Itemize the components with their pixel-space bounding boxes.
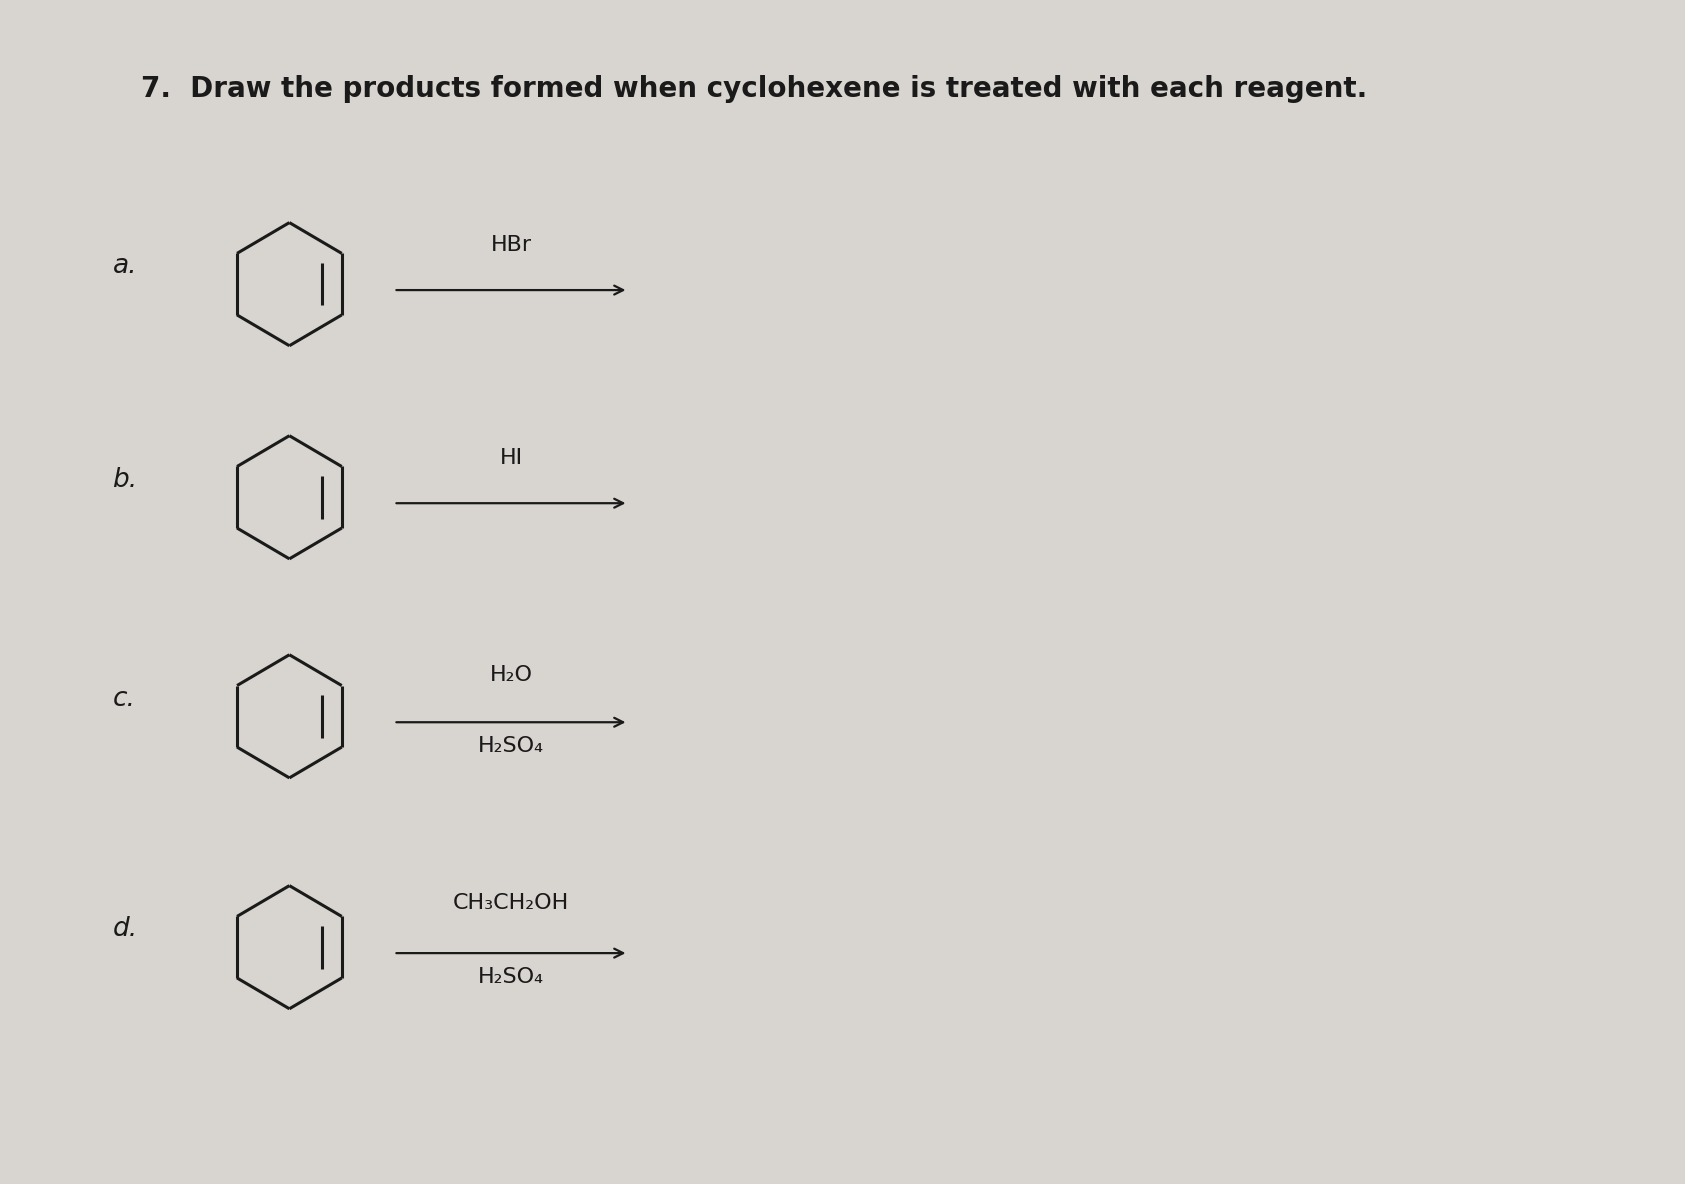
Text: d.: d.: [113, 916, 138, 942]
Text: HBr: HBr: [490, 236, 531, 255]
Text: CH₃CH₂OH: CH₃CH₂OH: [453, 894, 570, 913]
Text: H₂SO₄: H₂SO₄: [479, 967, 544, 986]
Text: c.: c.: [113, 686, 135, 712]
Text: 7.  Draw the products formed when cyclohexene is treated with each reagent.: 7. Draw the products formed when cyclohe…: [140, 75, 1367, 103]
Text: a.: a.: [113, 253, 136, 279]
Text: b.: b.: [113, 466, 138, 493]
Text: H₂SO₄: H₂SO₄: [479, 736, 544, 755]
Text: H₂O: H₂O: [489, 665, 532, 684]
Text: HI: HI: [499, 449, 522, 468]
